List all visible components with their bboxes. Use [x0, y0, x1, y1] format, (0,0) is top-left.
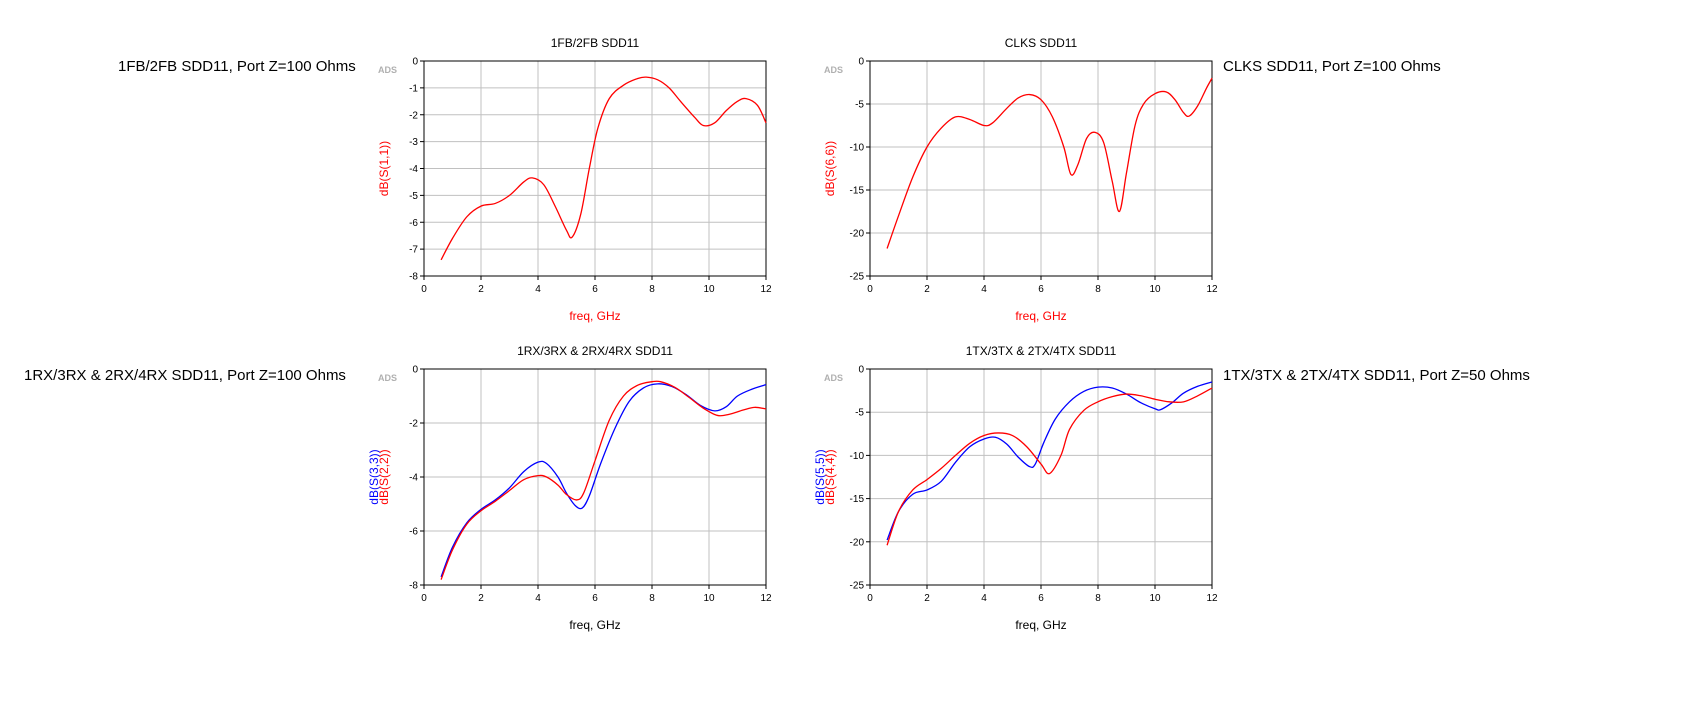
y-axis-label: dB(S(3,3))	[367, 449, 381, 504]
tick-label-x: 4	[535, 593, 541, 604]
tick-label-x: 2	[478, 593, 484, 604]
x-axis-label: freq, GHz	[569, 618, 620, 632]
caption-rx: 1RX/3RX & 2RX/4RX SDD11, Port Z=100 Ohms	[24, 367, 346, 384]
tick-label-x: 8	[1095, 284, 1101, 295]
tick-label-y: 0	[858, 57, 864, 68]
ads-watermark: ADS	[824, 373, 843, 383]
y-axis-label: dB(S(6,6))	[823, 141, 837, 196]
tick-label-y: -6	[409, 218, 418, 229]
tick-label-y: -8	[409, 272, 418, 283]
y-axis-label: dB(S(5,5))	[813, 449, 827, 504]
tick-label-y: -8	[409, 581, 418, 592]
caption-1fb-2fb: 1FB/2FB SDD11, Port Z=100 Ohms	[118, 58, 356, 75]
tick-label-y: -15	[850, 494, 865, 505]
series-line-db-s-3-3	[440, 383, 767, 578]
y-axis-label: dB(S(1,1))	[377, 141, 391, 196]
tick-label-y: 0	[412, 57, 418, 68]
tick-label-x: 8	[1095, 593, 1101, 604]
tick-label-x: 2	[924, 284, 930, 295]
tick-label-x: 8	[649, 284, 655, 295]
y-axis-label: dB(S(4,4))	[823, 449, 837, 504]
x-axis-label: freq, GHz	[1015, 618, 1066, 632]
tick-label-x: 0	[421, 593, 427, 604]
tick-label-y: -7	[409, 245, 418, 256]
tick-label-y: -6	[409, 527, 418, 538]
tick-label-x: 6	[592, 284, 598, 295]
tick-label-x: 2	[924, 593, 930, 604]
plot-3: 1RX/3RX & 2RX/4RX SDD11 0 2 4 6 8 10 12 0 -2 -4 -6 -…	[367, 344, 772, 632]
tick-label-x: 10	[703, 284, 715, 295]
tick-label-y: -20	[850, 229, 865, 240]
chart-title: CLKS SDD11	[1005, 36, 1078, 50]
tick-label-x: 10	[703, 593, 715, 604]
tick-label-x: 6	[1038, 593, 1044, 604]
tick-label-x: 0	[867, 593, 873, 604]
tick-label-y: -4	[409, 473, 418, 484]
chart-title: 1TX/3TX & 2TX/4TX SDD11	[966, 344, 1117, 358]
tick-label-x: 6	[592, 593, 598, 604]
chart-title: 1RX/3RX & 2RX/4RX SDD11	[517, 344, 673, 358]
tick-label-x: 4	[535, 284, 541, 295]
tick-label-y: -25	[850, 272, 865, 283]
ads-watermark: ADS	[824, 65, 843, 75]
tick-label-x: 12	[1206, 284, 1218, 295]
tick-label-x: 12	[760, 593, 772, 604]
tick-label-y: -25	[850, 581, 865, 592]
tick-label-x: 4	[981, 284, 987, 295]
tick-label-y: 0	[412, 365, 418, 376]
tick-label-x: 10	[1149, 284, 1161, 295]
plot-1: 1FB/2FB SDD11 0 2 4 6 8 10 12 0 -1 -2 -3 -4 -5 -6 -7 -8 A…	[377, 36, 772, 323]
ads-watermark: ADS	[378, 65, 397, 75]
tick-label-x: 0	[867, 284, 873, 295]
tick-label-y: -4	[409, 164, 418, 175]
tick-label-y: -10	[850, 143, 865, 154]
caption-clks: CLKS SDD11, Port Z=100 Ohms	[1223, 58, 1441, 75]
series-line-db-s-6-6	[886, 77, 1213, 249]
x-axis-label: freq, GHz	[1015, 309, 1066, 323]
chart-title: 1FB/2FB SDD11	[551, 36, 640, 50]
y-axis-label: dB(S(2,2))	[377, 449, 391, 504]
tick-label-x: 8	[649, 593, 655, 604]
plot-4: 1TX/3TX & 2TX/4TX SDD11 0 2 4 6 8 10 12 0 -5 -10 -1…	[813, 344, 1218, 632]
tick-label-y: -2	[409, 419, 418, 430]
tick-label-x: 0	[421, 284, 427, 295]
series-line-db-s-5-5	[886, 381, 1213, 541]
tick-label-y: -20	[850, 537, 865, 548]
ads-watermark: ADS	[378, 373, 397, 383]
plot-2: CLKS SDD11 0 2 4 6 8 10 12 0 -5 -10 -15 -20 -25 ADS fre…	[823, 36, 1218, 323]
tick-label-x: 4	[981, 593, 987, 604]
tick-label-y: -5	[855, 408, 864, 419]
series-line-db-s-4-4	[886, 387, 1213, 546]
caption-tx: 1TX/3TX & 2TX/4TX SDD11, Port Z=50 Ohms	[1223, 367, 1530, 384]
x-axis-label: freq, GHz	[569, 309, 620, 323]
tick-label-y: -2	[409, 110, 418, 121]
tick-label-x: 6	[1038, 284, 1044, 295]
tick-label-y: -10	[850, 451, 865, 462]
tick-label-y: -3	[409, 137, 418, 148]
series-line-db-s-1-1	[440, 76, 767, 261]
tick-label-y: -15	[850, 186, 865, 197]
tick-label-x: 2	[478, 284, 484, 295]
tick-label-x: 12	[1206, 593, 1218, 604]
tick-label-y: -1	[409, 83, 418, 94]
tick-label-y: 0	[858, 365, 864, 376]
tick-label-x: 10	[1149, 593, 1161, 604]
tick-label-x: 12	[760, 284, 772, 295]
series-line-db-s-2-2	[440, 380, 767, 580]
tick-label-y: -5	[855, 100, 864, 111]
tick-label-y: -5	[409, 191, 418, 202]
